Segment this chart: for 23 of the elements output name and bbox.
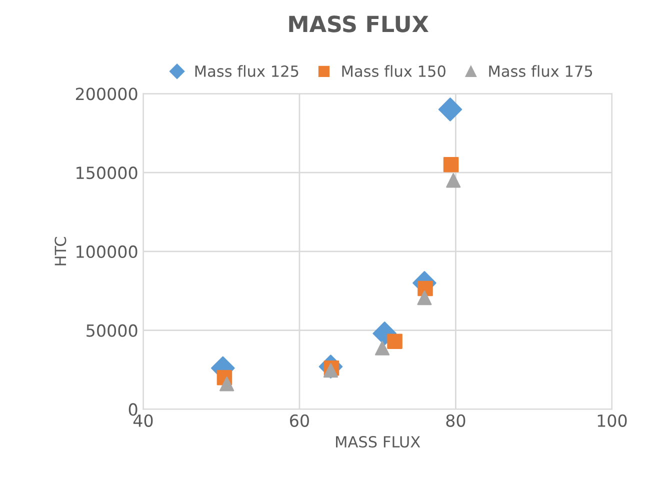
y-tick-label: 0: [128, 403, 138, 416]
legend-label: Mass flux 150: [342, 65, 446, 77]
x-axis-title: MASS FLUX: [336, 436, 420, 448]
point: [387, 334, 402, 349]
legend-label: Mass flux 125: [195, 65, 298, 77]
y-axis-title: HTC: [54, 236, 66, 266]
point: [446, 173, 461, 188]
point: [417, 290, 432, 306]
y-tick-label: 100000: [76, 245, 138, 258]
y-tick-label: 150000: [76, 166, 138, 180]
x-tick-label: 80: [446, 414, 466, 427]
chart-title: MASS FLUX: [289, 16, 428, 32]
point: [438, 98, 462, 122]
y-tick-label: 50000: [86, 324, 138, 337]
x-tick-label: 60: [290, 414, 309, 427]
point: [443, 157, 459, 172]
x-tick-label: 100: [598, 414, 627, 427]
point: [374, 340, 390, 356]
y-tick-label: 200000: [76, 88, 138, 100]
point: [418, 280, 433, 296]
x-tick-label: 40: [133, 414, 153, 427]
point: [220, 376, 234, 392]
legend-label: Mass flux 175: [489, 65, 592, 77]
